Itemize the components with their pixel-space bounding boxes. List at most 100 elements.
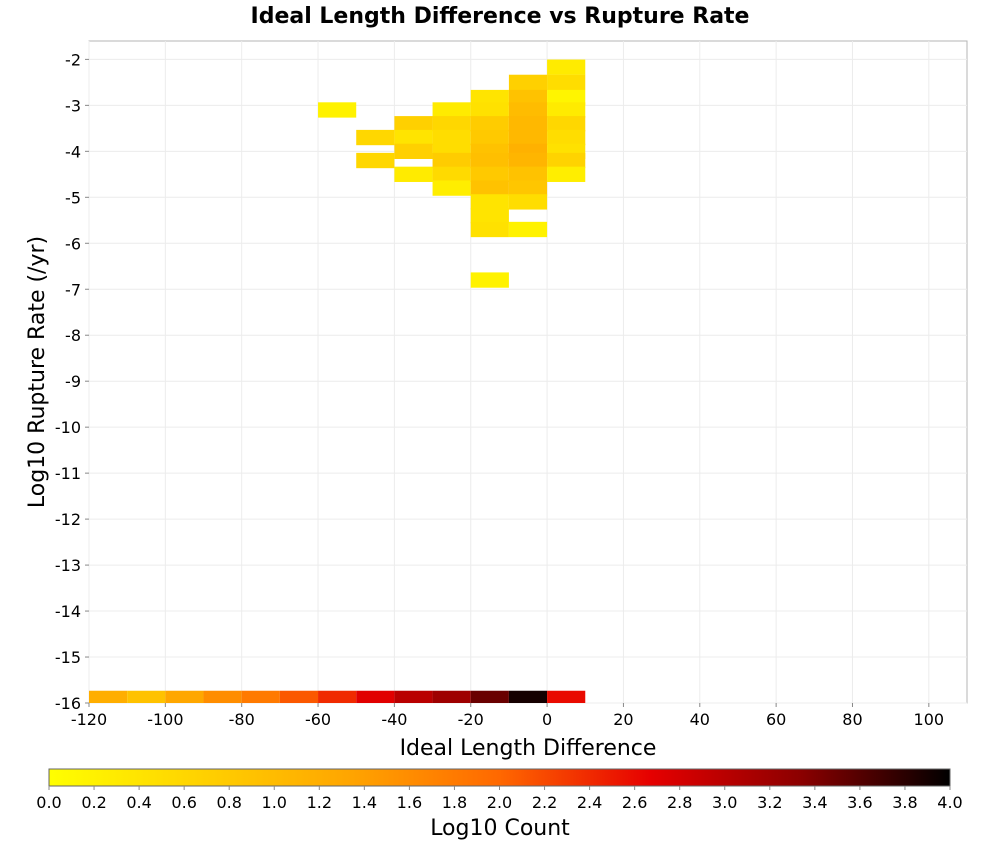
colorbar-tick-label: 3.0 [712,793,737,812]
heatmap-cell [356,152,395,169]
colorbar-tick-label: 3.2 [757,793,782,812]
heatmap-cells [89,59,586,703]
x-tick-label: 0 [542,710,552,729]
colorbar [48,768,951,787]
heatmap-cell [394,166,433,182]
x-tick-label: 20 [613,710,633,729]
y-axis-label: Log10 Rupture Rate (/yr) [25,236,50,508]
y-tick-label: -15 [55,648,81,667]
heatmap-cell [508,102,548,118]
heatmap-cell [432,152,471,169]
heatmap-cell [165,690,204,703]
heatmap-cell [470,180,509,196]
heatmap-cell [241,690,280,703]
x-axis-ticks: -120 -100 -80 -60 -40 -20 0 20 40 60 80 100 [71,703,944,729]
chart-title: Ideal Length Difference vs Rupture Rate [251,4,750,29]
heatmap-cell [508,194,548,210]
y-tick-label: -13 [55,556,81,575]
y-tick-label: -7 [65,280,81,299]
colorbar-tick-label: 0.4 [126,793,151,812]
heatmap-cell [203,690,242,703]
colorbar-tick-label: 0.2 [81,793,106,812]
colorbar-tick-label: 3.8 [892,793,917,812]
colorbar-label: Log10 Count [430,816,570,841]
heatmap-cell [547,89,586,106]
heatmap-cell [318,102,357,118]
heatmap-cell [547,152,586,169]
heatmap-cell [432,129,471,146]
heatmap-cell [470,194,509,210]
heatmap-cell [508,690,548,703]
heatmap-cell [470,208,509,224]
heatmap-cell [432,180,471,196]
heatmap-cell [356,129,395,146]
heatmap-cell [394,129,433,146]
heatmap-cell [127,690,166,703]
y-tick-label: -16 [55,694,81,713]
heatmap-cell [470,129,509,146]
x-tick-label: -60 [305,710,331,729]
colorbar-tick-label: 1.2 [307,793,332,812]
heatmap-cell [547,59,586,75]
heatmap-cell [394,690,433,703]
x-tick-label: 60 [766,710,786,729]
heatmap-cell [508,74,548,91]
y-tick-label: -6 [65,234,81,253]
y-tick-label: -5 [65,188,81,207]
x-tick-label: -100 [147,710,183,729]
heatmap-cell [547,129,586,146]
heatmap-cell [547,74,586,91]
heatmap-cell [318,690,357,703]
colorbar-tick-label: 2.8 [667,793,692,812]
y-tick-label: -11 [55,464,81,483]
colorbar-tick-label: 0.6 [171,793,196,812]
heatmap-cell [547,166,586,182]
colorbar-tick-label: 1.8 [442,793,467,812]
heatmap-cell [508,89,548,106]
heatmap-cell [470,690,509,703]
colorbar-tick-label: 4.0 [937,793,962,812]
heatmap-cell [432,116,471,132]
heatmap-cell [470,221,509,238]
colorbar-tick-label: 1.0 [262,793,287,812]
x-tick-label: -80 [229,710,255,729]
colorbar-tick-label: 3.4 [802,793,827,812]
heatmap-cell [470,272,509,288]
x-tick-label: -20 [458,710,484,729]
x-tick-label: 100 [914,710,945,729]
x-tick-label: -120 [71,710,107,729]
heatmap-cell [432,166,471,182]
y-tick-label: -9 [65,372,81,391]
heatmap-cell [470,102,509,118]
heatmap-cell [547,116,586,132]
colorbar-tick-label: 3.6 [847,793,872,812]
heatmap-cell [356,690,395,703]
colorbar-tick-label: 2.4 [577,793,602,812]
heatmap-cell [432,102,471,118]
heatmap-cell [394,143,433,159]
x-tick-label: 80 [842,710,862,729]
heatmap-cell [470,166,509,182]
heatmap-cell [508,166,548,182]
colorbar-tick-label: 1.4 [352,793,377,812]
heatmap-cell [508,152,548,169]
colorbar-tick-label: 2.0 [487,793,512,812]
colorbar-ticks: 0.0 0.2 0.4 0.6 0.8 1.0 1.2 1.4 1.6 1.8 2.0 2.2 2.4 2… [36,786,963,812]
heatmap-cell [432,690,471,703]
y-axis-ticks: -2 -3 -4 -5 -6 -7 -8 -9 -10 -11 -12 -13 -14 -15 -16 [55,50,89,713]
y-tick-label: -10 [55,418,81,437]
heatmap-cell [508,180,548,196]
colorbar-tick-label: 0.8 [216,793,241,812]
x-axis-label: Ideal Length Difference [400,736,657,761]
heatmap-cell [470,152,509,169]
heatmap-cell [279,690,319,703]
heatmap-cell [547,102,586,118]
gridlines [88,41,967,704]
colorbar-tick-label: 0.0 [36,793,61,812]
heatmap-cell [508,221,548,238]
y-tick-label: -2 [65,50,81,69]
y-tick-label: -4 [65,142,81,161]
heatmap-cell [547,690,586,703]
heatmap-cell [508,116,548,132]
